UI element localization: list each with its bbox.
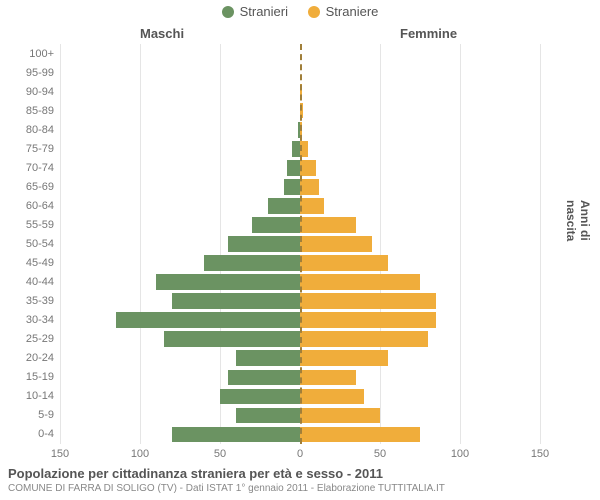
age-label: 75-79	[0, 143, 54, 155]
male-bar	[156, 274, 300, 290]
plot-area: 100+95-9990-9485-8980-8475-7970-7465-696…	[60, 44, 540, 444]
female-bar	[300, 331, 428, 347]
age-label: 0-4	[0, 428, 54, 440]
center-line	[300, 44, 302, 444]
age-label: 90-94	[0, 86, 54, 98]
male-bar	[292, 141, 300, 157]
female-bar	[300, 179, 319, 195]
age-label: 65-69	[0, 181, 54, 193]
age-label: 45-49	[0, 257, 54, 269]
female-bar	[300, 160, 316, 176]
female-bar	[300, 370, 356, 386]
female-bar	[300, 198, 324, 214]
male-bar	[220, 389, 300, 405]
female-bar	[300, 217, 356, 233]
female-bar	[300, 350, 388, 366]
age-label: 15-19	[0, 371, 54, 383]
female-bar	[300, 389, 364, 405]
age-label: 80-84	[0, 124, 54, 136]
x-tick-label: 50	[365, 448, 395, 460]
male-bar	[172, 293, 300, 309]
x-tick-label: 50	[205, 448, 235, 460]
grid-line	[60, 44, 61, 444]
x-tick-label: 100	[445, 448, 475, 460]
age-label: 35-39	[0, 295, 54, 307]
male-bar	[204, 255, 300, 271]
grid-line	[220, 44, 221, 444]
left-column-title: Maschi	[140, 26, 184, 41]
y-axis-right-title: Anni di nascita	[564, 200, 592, 241]
male-bar	[287, 160, 300, 176]
chart-title: Popolazione per cittadinanza straniera p…	[8, 466, 592, 481]
male-bar	[268, 198, 300, 214]
age-label: 95-99	[0, 67, 54, 79]
population-pyramid-chart: Stranieri Straniere Maschi Femmine Fasce…	[0, 0, 600, 500]
footer: Popolazione per cittadinanza straniera p…	[8, 466, 592, 494]
x-tick-label: 150	[525, 448, 555, 460]
grid-line	[380, 44, 381, 444]
legend-label-female: Straniere	[326, 4, 379, 19]
age-label: 5-9	[0, 409, 54, 421]
legend-item-female: Straniere	[308, 4, 379, 19]
age-label: 30-34	[0, 314, 54, 326]
male-bar	[164, 331, 300, 347]
legend-label-male: Stranieri	[240, 4, 288, 19]
female-bar	[300, 408, 380, 424]
female-bar	[300, 293, 436, 309]
legend-swatch-male	[222, 6, 234, 18]
age-label: 60-64	[0, 200, 54, 212]
age-label: 100+	[0, 48, 54, 60]
grid-line	[140, 44, 141, 444]
male-bar	[284, 179, 300, 195]
age-label: 20-24	[0, 352, 54, 364]
right-half	[300, 44, 540, 444]
grid-line	[540, 44, 541, 444]
male-bar	[236, 408, 300, 424]
age-label: 85-89	[0, 105, 54, 117]
x-tick-label: 0	[285, 448, 315, 460]
female-bar	[300, 427, 420, 443]
legend: Stranieri Straniere	[0, 4, 600, 21]
age-label: 70-74	[0, 162, 54, 174]
age-label: 55-59	[0, 219, 54, 231]
right-column-title: Femmine	[400, 26, 457, 41]
grid-line	[460, 44, 461, 444]
male-bar	[228, 236, 300, 252]
x-tick-label: 150	[45, 448, 75, 460]
male-bar	[116, 312, 300, 328]
legend-swatch-female	[308, 6, 320, 18]
age-label: 40-44	[0, 276, 54, 288]
female-bar	[300, 236, 372, 252]
x-tick-label: 100	[125, 448, 155, 460]
age-label: 50-54	[0, 238, 54, 250]
chart-subtitle: COMUNE DI FARRA DI SOLIGO (TV) - Dati IS…	[8, 483, 592, 494]
female-bar	[300, 274, 420, 290]
male-bar	[236, 350, 300, 366]
male-bar	[228, 370, 300, 386]
age-label: 10-14	[0, 390, 54, 402]
left-half	[60, 44, 300, 444]
male-bar	[172, 427, 300, 443]
age-label: 25-29	[0, 333, 54, 345]
male-bar	[252, 217, 300, 233]
female-bar	[300, 255, 388, 271]
female-bar	[300, 312, 436, 328]
legend-item-male: Stranieri	[222, 4, 288, 19]
